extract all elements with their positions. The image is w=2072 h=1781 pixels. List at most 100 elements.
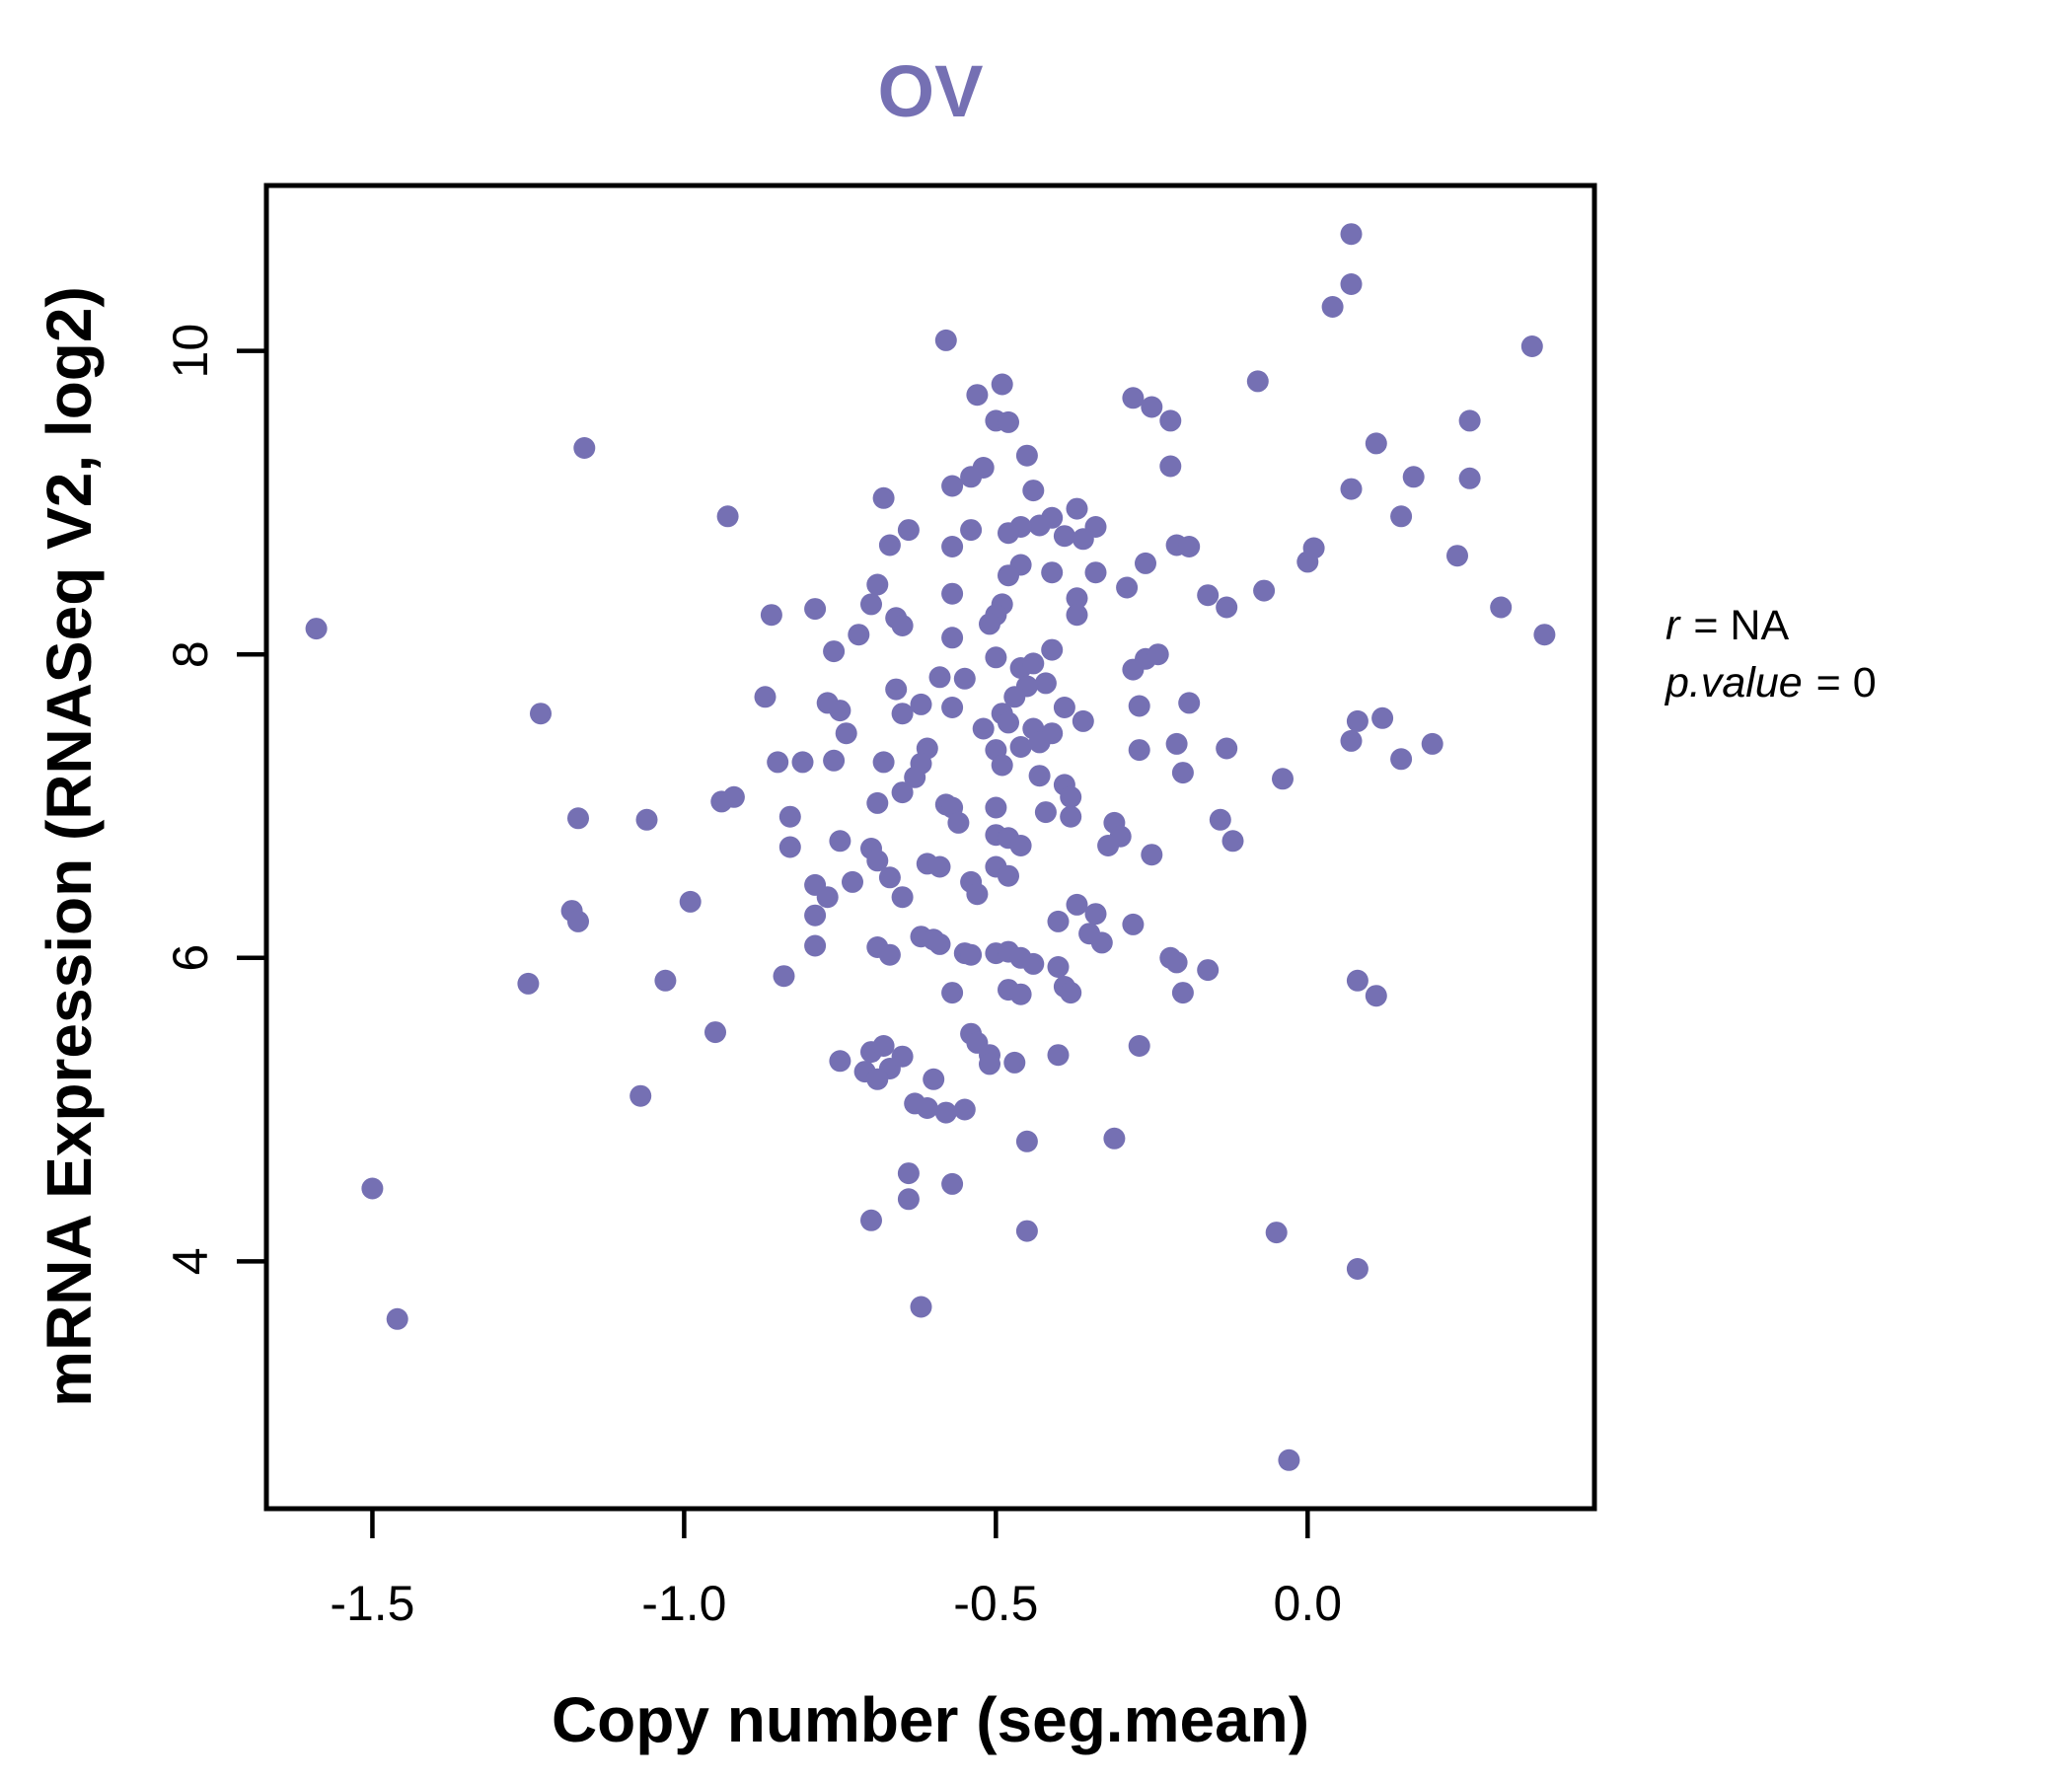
data-point [804,934,827,957]
y-tick-label: 10 [163,324,218,379]
data-point [1034,801,1057,824]
data-point [1371,706,1394,729]
data-point [1165,732,1188,755]
data-point [953,1098,976,1121]
data-point [934,329,957,351]
data-point [629,1084,652,1107]
y-tick-label: 8 [163,640,218,668]
data-point [1047,910,1070,932]
data-point [979,613,1000,635]
data-point [1365,432,1387,455]
y-tick-label: 4 [163,1247,218,1275]
correlation-annotation: r = NA [1665,602,1789,649]
data-point [1022,952,1045,975]
data-point [842,870,863,893]
data-point [891,703,914,725]
data-point [1346,709,1369,732]
data-point [1141,844,1163,866]
data-point [1122,387,1145,409]
data-point [910,1296,932,1318]
data-point [972,717,995,740]
data-point [778,836,801,858]
data-point [1221,830,1244,853]
data-point [1060,805,1082,828]
data-point [835,722,857,745]
data-point [1446,545,1468,567]
data-point [1103,1127,1126,1150]
data-point [1340,478,1363,500]
data-point [1346,1258,1369,1280]
data-point [897,1162,920,1185]
data-point [1053,697,1075,718]
data-point [1458,409,1481,432]
chart-title: OV [878,50,984,132]
data-point [1047,956,1070,978]
data-point [1265,1222,1288,1244]
x-axis: -1.5 -1.0 -0.5 0.0 [330,1509,1342,1631]
data-point [991,754,1013,777]
data-point [1278,1448,1300,1471]
data-point [878,534,901,557]
data-point [1022,480,1045,502]
data-point [1197,584,1220,607]
data-point [1147,643,1169,666]
data-point [1116,576,1139,599]
data-point [1253,579,1276,602]
data-point [985,646,1007,669]
data-point [891,781,914,804]
data-point [804,904,827,927]
data-point [1015,1220,1038,1242]
data-point [791,751,814,774]
pvalue-value: = 0 [1816,659,1877,706]
data-point [1340,273,1363,295]
data-point [1072,709,1094,732]
data-point [872,486,895,509]
data-point [1296,551,1319,573]
data-point [1165,951,1188,974]
data-point [941,1172,964,1195]
data-point [897,519,920,542]
data-point [866,1068,889,1090]
data-point [1034,672,1057,695]
data-point [1159,455,1182,478]
data-point [1272,768,1294,790]
data-point [1490,596,1513,619]
data-point [1015,444,1038,467]
data-point [1458,467,1481,489]
data-point [991,373,1013,396]
data-point [829,830,851,853]
data-point [928,666,951,689]
data-point [1066,893,1088,916]
data-point [960,519,983,542]
data-point [866,850,889,872]
data-point [1390,748,1413,771]
y-axis: 4 6 8 10 [163,324,266,1275]
data-point [1009,983,1032,1005]
data-point [1128,739,1150,762]
data-point [934,1101,957,1124]
data-point [941,697,964,718]
data-point [1340,223,1363,246]
data-point [979,1053,1000,1076]
x-tick-label: -1.5 [330,1576,414,1631]
data-point [773,965,795,988]
data-point [878,943,901,966]
data-point [1122,913,1145,935]
data-point [1216,596,1238,619]
data-point [1090,931,1113,954]
data-point [816,886,839,909]
x-tick-label: -1.0 [641,1576,726,1631]
data-point [891,615,914,636]
data-point [878,866,901,889]
data-point [1022,652,1045,675]
data-point [1060,785,1082,808]
data-point [829,700,851,722]
data-point [1533,624,1556,646]
data-point [1066,587,1088,610]
data-point [966,883,989,906]
data-point [1028,731,1051,754]
data-point [1390,505,1413,528]
data-point [1340,729,1363,752]
data-point [654,969,677,992]
